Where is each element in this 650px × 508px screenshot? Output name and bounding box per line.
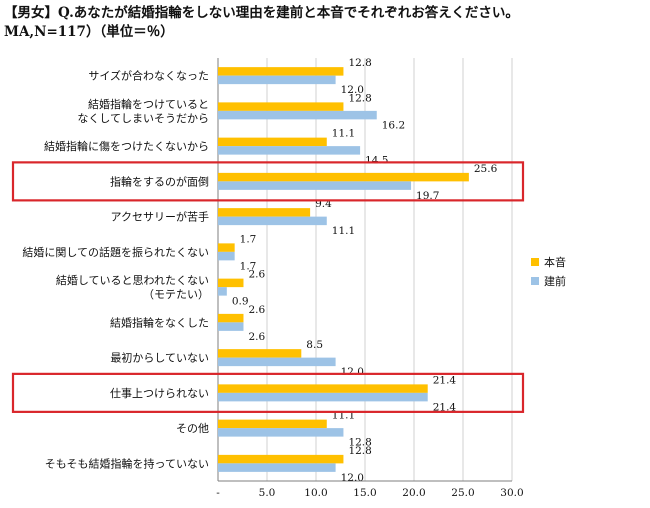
bar-honne — [218, 349, 302, 358]
chart-subtitle: MA,N=117）（単位＝％） — [4, 24, 174, 40]
data-label-tatemae: 14.5 — [365, 155, 388, 167]
bar-honne — [218, 313, 244, 323]
x-tick-label: 10.0 — [304, 487, 327, 499]
legend-swatch — [531, 277, 539, 285]
bar-honne — [218, 172, 469, 182]
category-label: そもそも結婚指輪を持っていない — [45, 456, 209, 470]
data-label-honne: 25.6 — [474, 163, 498, 175]
data-label-tatemae: 2.6 — [248, 331, 265, 343]
legend-label: 本音 — [544, 255, 566, 269]
highlight-box — [11, 161, 525, 202]
x-tick-label: 25.0 — [451, 487, 474, 499]
bar-tatemae — [218, 75, 336, 85]
category-label: 結婚指輪をつけていると — [88, 97, 209, 111]
bar-honne — [218, 208, 311, 217]
bar-tatemae — [218, 146, 361, 155]
bar-honne — [218, 137, 327, 147]
data-label-honne: 12.8 — [348, 57, 371, 69]
legend-label: 建前 — [544, 274, 566, 288]
category-label: 結婚に関しての話題を振られたくない — [22, 245, 209, 259]
data-label-tatemae: 11.1 — [332, 225, 355, 237]
bar-honne — [218, 419, 327, 429]
data-label-tatemae: 12.0 — [341, 472, 364, 484]
bar-tatemae — [218, 322, 244, 331]
data-label-tatemae: 16.2 — [382, 119, 405, 131]
x-tick-label: 5.0 — [259, 487, 276, 499]
data-label-tatemae: 21.4 — [433, 401, 457, 413]
bar-tatemae — [218, 110, 377, 120]
category-label: （モテたい） — [143, 288, 209, 301]
bar-tatemae — [218, 428, 344, 437]
bar-honne — [218, 278, 244, 288]
bar-tatemae — [218, 251, 235, 261]
data-label-tatemae: 1.7 — [240, 260, 257, 272]
category-label: その他 — [176, 422, 209, 435]
legend-swatch — [531, 258, 539, 266]
data-label-honne: 11.1 — [332, 128, 355, 140]
x-tick-label: 15.0 — [353, 487, 376, 499]
category-label: 仕事上つけられない — [110, 387, 209, 400]
x-tick-label: 20.0 — [402, 487, 425, 499]
data-label-honne: 2.6 — [248, 304, 265, 316]
data-label-honne: 1.7 — [240, 233, 257, 245]
category-label: 結婚指輪に傷をつけたくないから — [44, 139, 209, 153]
data-label-honne: 12.8 — [348, 92, 371, 104]
category-label: 結婚指輪をなくした — [110, 315, 209, 329]
category-label: なくしてしまいそうだから — [77, 112, 209, 125]
bar-tatemae — [218, 287, 227, 296]
data-label-tatemae: 12.0 — [341, 84, 364, 96]
category-label: 最初からしていない — [110, 351, 209, 365]
chart-title: 【男女】Q.あなたが結婚指輪をしない理由を建前と本音でそれぞれお答えください。 — [4, 5, 519, 21]
data-label-honne: 12.8 — [348, 445, 371, 457]
bar-honne — [218, 384, 428, 393]
bar-honne — [218, 67, 344, 76]
bar-tatemae — [218, 216, 327, 226]
bar-tatemae — [218, 463, 336, 472]
x-tick-label: 30.0 — [500, 487, 523, 499]
bar-tatemae — [218, 357, 336, 367]
category-label: 結婚していると思われたくない — [56, 273, 209, 287]
highlight-box — [11, 372, 525, 413]
x-tick-label: - — [216, 487, 220, 499]
bar-honne — [218, 454, 344, 464]
data-label-honne: 21.4 — [433, 374, 457, 386]
bar-honne — [218, 243, 235, 252]
data-label-tatemae: 0.9 — [232, 296, 249, 308]
data-label-tatemae: 12.0 — [341, 366, 364, 378]
data-label-tatemae: 19.7 — [416, 190, 439, 202]
data-label-tatemae: 12.8 — [348, 437, 371, 449]
data-label-honne: 2.6 — [248, 269, 265, 281]
data-label-honne: 8.5 — [306, 339, 323, 351]
bar-honne — [218, 102, 344, 111]
bar-tatemae — [218, 181, 412, 190]
category-label: サイズが合わなくなった — [88, 69, 209, 83]
category-label: 指輪をするのが面倒 — [110, 174, 209, 188]
bar-tatemae — [218, 392, 428, 402]
category-label: アクセサリーが苦手 — [111, 210, 209, 224]
